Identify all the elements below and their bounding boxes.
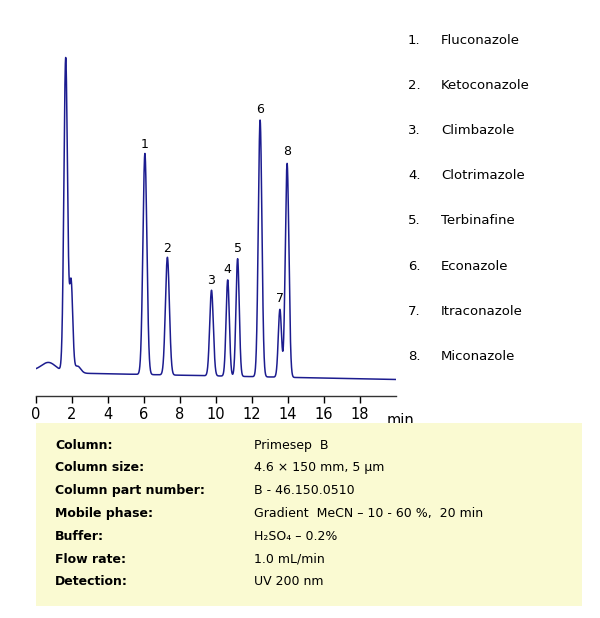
Text: 5: 5 (233, 242, 242, 255)
Text: 2.: 2. (408, 79, 421, 92)
Text: Econazole: Econazole (441, 260, 509, 273)
Text: Flow rate:: Flow rate: (55, 552, 126, 565)
Text: 1.: 1. (408, 34, 421, 47)
Text: Terbinafine: Terbinafine (441, 214, 515, 227)
Text: Fluconazole: Fluconazole (441, 34, 520, 47)
Text: Column size:: Column size: (55, 462, 144, 475)
Text: min: min (387, 413, 415, 428)
Text: 8.: 8. (408, 350, 421, 363)
Text: 1.0 mL/min: 1.0 mL/min (254, 552, 325, 565)
Text: 6.: 6. (408, 260, 421, 273)
Text: UV 200 nm: UV 200 nm (254, 575, 324, 588)
Text: Column:: Column: (55, 439, 113, 452)
Text: 8: 8 (283, 145, 291, 158)
Text: 2: 2 (163, 242, 172, 255)
Text: 4.6 × 150 mm, 5 μm: 4.6 × 150 mm, 5 μm (254, 462, 385, 475)
Text: Mobile phase:: Mobile phase: (55, 507, 153, 520)
Text: Ketoconazole: Ketoconazole (441, 79, 530, 92)
Text: 7: 7 (276, 292, 284, 305)
Text: 7.: 7. (408, 305, 421, 318)
Text: 4: 4 (224, 263, 232, 276)
Text: B - 46.150.0510: B - 46.150.0510 (254, 485, 355, 497)
Text: Primesep  B: Primesep B (254, 439, 329, 452)
Text: 4.: 4. (408, 169, 421, 182)
Text: Itraconazole: Itraconazole (441, 305, 523, 318)
Text: 3.: 3. (408, 124, 421, 137)
Text: 5.: 5. (408, 214, 421, 227)
Text: Clotrimazole: Clotrimazole (441, 169, 525, 182)
Text: 1: 1 (141, 138, 149, 151)
Text: Gradient  MeCN – 10 - 60 %,  20 min: Gradient MeCN – 10 - 60 %, 20 min (254, 507, 484, 520)
Text: Column part number:: Column part number: (55, 485, 205, 497)
Text: H₂SO₄ – 0.2%: H₂SO₄ – 0.2% (254, 530, 338, 543)
Text: Buffer:: Buffer: (55, 530, 104, 543)
Text: 3: 3 (208, 274, 215, 287)
Text: 6: 6 (256, 103, 264, 116)
Text: Detection:: Detection: (55, 575, 128, 588)
Text: Miconazole: Miconazole (441, 350, 515, 363)
Text: Climbazole: Climbazole (441, 124, 514, 137)
